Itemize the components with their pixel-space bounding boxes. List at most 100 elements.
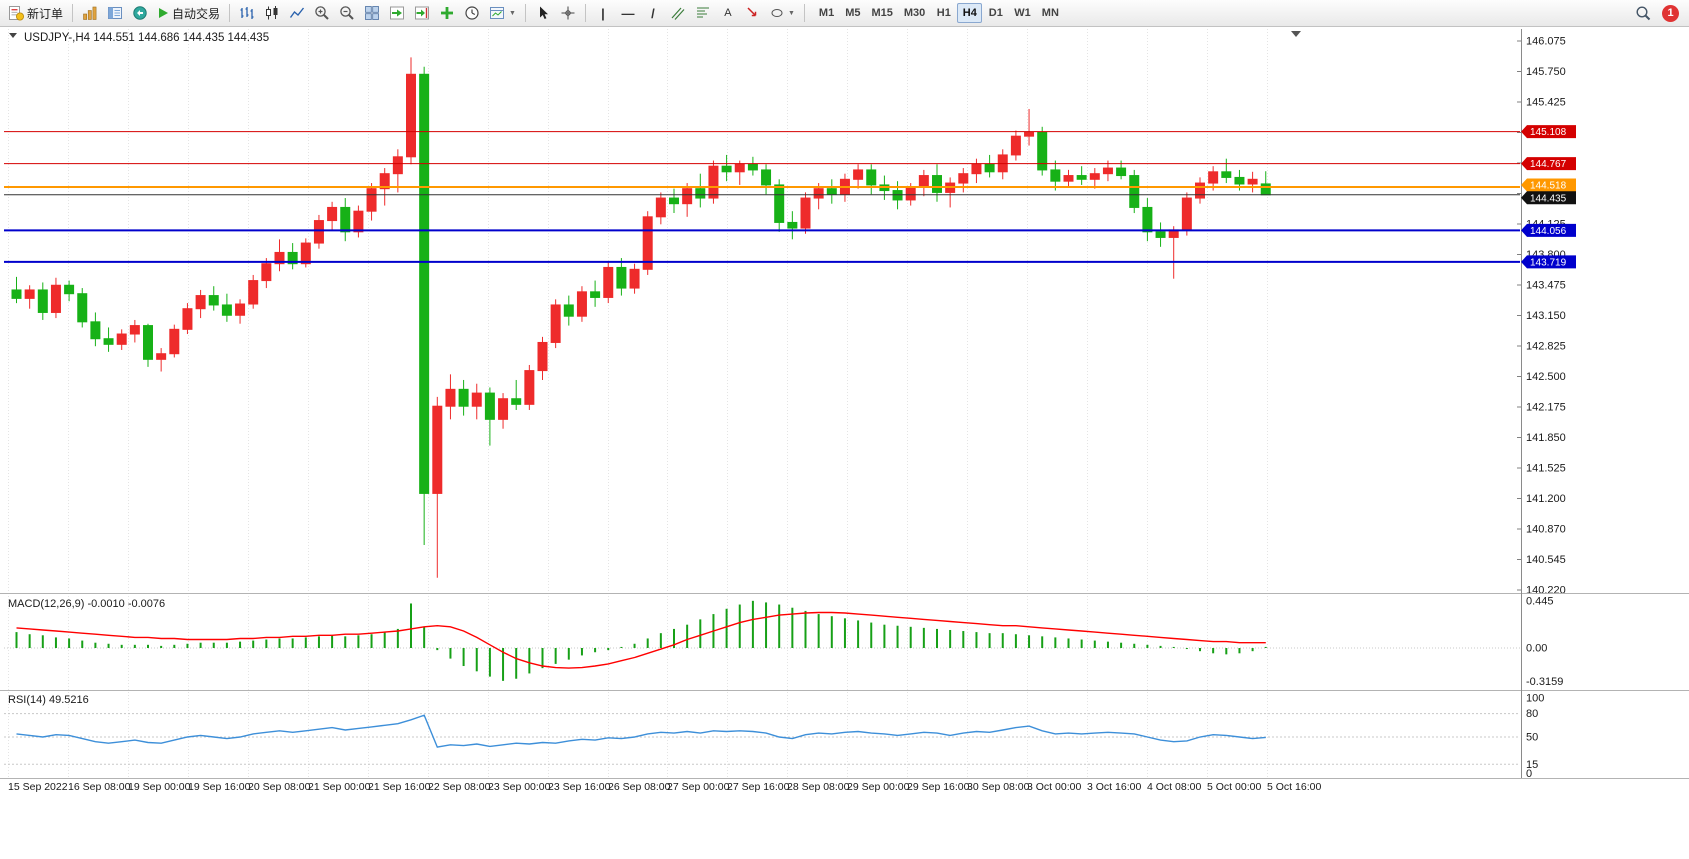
tf-button-d1[interactable]: D1 xyxy=(988,7,1003,19)
price-axis-label: 141.525 xyxy=(1526,463,1566,475)
market-watch-button[interactable] xyxy=(78,2,102,24)
candle-body xyxy=(1024,131,1035,137)
candle-body xyxy=(537,341,548,372)
chart-title: USDJPY-,H4 144.551 144.686 144.435 144.4… xyxy=(24,32,269,44)
new-order-button[interactable]: 新订单 xyxy=(4,2,67,24)
tf-button-m5[interactable]: M5 xyxy=(845,7,861,19)
time-axis-label: 30 Sep 08:00 xyxy=(967,781,1030,793)
candle-body xyxy=(156,353,167,360)
tf-button-h1[interactable]: H1 xyxy=(936,7,951,19)
zoom-in-button[interactable] xyxy=(310,2,334,24)
tf-button-w1[interactable]: W1 xyxy=(1014,7,1031,19)
price-badge-label: 144.767 xyxy=(1530,159,1567,170)
periods-button[interactable] xyxy=(460,2,484,24)
candle-body xyxy=(1142,206,1153,233)
trendline-tool-button[interactable]: / xyxy=(641,2,665,24)
time-axis-label: 22 Sep 08:00 xyxy=(428,781,491,793)
trendline-icon: / xyxy=(651,5,655,21)
tf-button-h4[interactable]: H4 xyxy=(957,3,983,23)
candle-body xyxy=(103,338,114,345)
candle-body xyxy=(471,392,482,407)
time-axis-label: 21 Sep 16:00 xyxy=(368,781,431,793)
rsi-axis-label: 50 xyxy=(1526,732,1538,744)
candle-body xyxy=(1221,171,1232,178)
toolbar-separator xyxy=(803,4,805,22)
channel-tool-button[interactable] xyxy=(666,2,690,24)
chart-window[interactable]: 15 Sep 2022 16 Sep 08:00 19 Sep 00:00 19 Se… xyxy=(0,27,1689,859)
price-axis-label: 142.500 xyxy=(1526,371,1566,383)
search-icon xyxy=(1635,5,1651,21)
chart-shift-button[interactable] xyxy=(410,2,434,24)
fibonacci-tool-button[interactable] xyxy=(691,2,715,24)
text-tool-button[interactable]: A xyxy=(716,2,740,24)
candle-body xyxy=(169,328,180,355)
tf-button-m1[interactable]: M1 xyxy=(818,7,835,19)
arrow-tool-button[interactable] xyxy=(741,2,765,24)
line-chart-button[interactable] xyxy=(285,2,309,24)
chart-menu-icon[interactable] xyxy=(9,33,17,38)
candle-body xyxy=(1260,183,1271,196)
rsi-line xyxy=(16,714,1266,748)
candle-body xyxy=(590,291,601,298)
time-axis-label: 5 Oct 16:00 xyxy=(1267,781,1321,793)
price-axis-label: 145.750 xyxy=(1526,66,1566,78)
candle-body xyxy=(774,184,785,223)
toolbar-separator xyxy=(584,4,586,22)
zoom-out-icon xyxy=(339,5,355,21)
time-axis-label: 27 Sep 16:00 xyxy=(727,781,790,793)
candlestick-chart-button[interactable] xyxy=(260,2,284,24)
chart-shift-marker[interactable] xyxy=(1291,31,1301,37)
macd-axis-label: 0.445 xyxy=(1526,595,1554,607)
tf-button-mn[interactable]: MN xyxy=(1041,7,1059,19)
cursor-button[interactable] xyxy=(531,2,555,24)
autotrade-button[interactable]: 自动交易 xyxy=(153,2,224,24)
candle-body xyxy=(248,280,259,305)
chart-background xyxy=(0,27,1689,859)
candle-body xyxy=(695,188,706,199)
candle-body xyxy=(1010,135,1021,156)
rsi-axis-label: 0 xyxy=(1526,768,1532,780)
time-axis-label: 23 Sep 16:00 xyxy=(548,781,611,793)
candle-body xyxy=(116,333,127,345)
time-axis-label: 4 Oct 08:00 xyxy=(1147,781,1201,793)
candle-body xyxy=(734,163,745,173)
candle-body xyxy=(195,295,206,310)
candle-body xyxy=(77,293,88,323)
template-button[interactable]: ▼ xyxy=(485,2,520,24)
price-axis-label: 145.425 xyxy=(1526,97,1566,109)
bar-chart-button[interactable] xyxy=(235,2,259,24)
navigator-button[interactable] xyxy=(103,2,127,24)
macd-label: MACD(12,26,9) -0.0010 -0.0076 xyxy=(8,598,165,610)
terminal-button[interactable] xyxy=(128,2,152,24)
tf-button-m30[interactable]: M30 xyxy=(903,7,926,19)
horizontal-line-tool-button[interactable]: — xyxy=(616,2,640,24)
candle-body xyxy=(1102,167,1113,175)
rsi-label: RSI(14) 49.5216 xyxy=(8,694,89,706)
candle-body xyxy=(761,169,772,186)
tf-button-m15[interactable]: M15 xyxy=(871,7,893,19)
candle-body xyxy=(379,173,390,190)
candle-body xyxy=(800,197,811,229)
crosshair-button[interactable] xyxy=(556,2,580,24)
chart-shift-icon xyxy=(414,5,430,21)
candle-body xyxy=(1208,171,1219,184)
indicators-button[interactable] xyxy=(435,2,459,24)
vertical-line-tool-button[interactable]: | xyxy=(591,2,615,24)
notification-badge[interactable]: 1 xyxy=(1662,4,1679,22)
tile-windows-button[interactable] xyxy=(360,2,384,24)
candle-body xyxy=(366,188,377,212)
candle-body xyxy=(1037,131,1048,171)
clock-icon xyxy=(464,5,480,21)
candle-body xyxy=(1063,175,1074,182)
rsi-axis-label: 100 xyxy=(1526,693,1544,705)
candle-body xyxy=(669,197,679,205)
search-button[interactable] xyxy=(1631,2,1655,24)
zoom-out-button[interactable] xyxy=(335,2,359,24)
price-badge xyxy=(1521,191,1576,205)
auto-scroll-button[interactable] xyxy=(385,2,409,24)
shapes-dropdown-button[interactable]: ▼ xyxy=(766,2,799,24)
main-toolbar: 新订单 自动交易 ▼ xyxy=(0,0,1689,27)
price-axis-label: 143.150 xyxy=(1526,310,1566,322)
time-axis-label: 29 Sep 00:00 xyxy=(847,781,910,793)
